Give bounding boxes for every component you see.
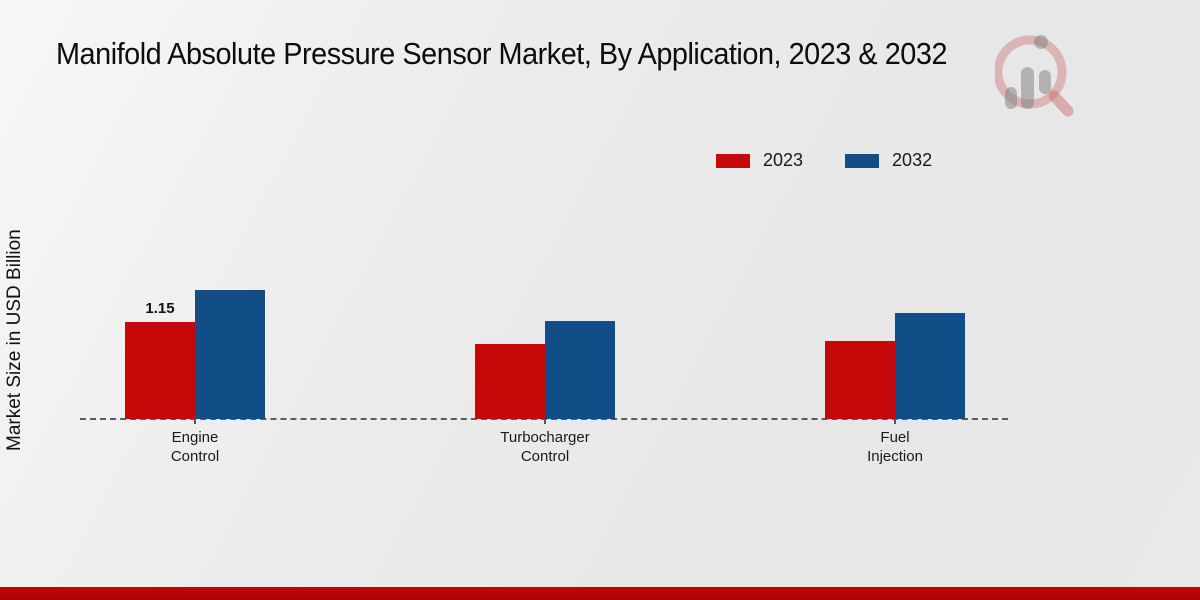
y-axis-label: Market Size in USD Billion [4,229,25,452]
category-tick [544,419,546,424]
legend-item-2023: 2023 [716,150,803,171]
category-tick [894,419,896,424]
footer-accent-bar [0,587,1200,600]
legend-swatch-2023 [716,153,750,168]
bar-2023-turbocharger-control [475,344,545,419]
bar-2032-fuel-injection [895,313,965,419]
magnifier-bar-chart-watermark-icon [995,35,1074,117]
legend-label-2023: 2023 [763,150,804,170]
bar-2023-engine-control [125,322,195,419]
category-tick [194,419,196,424]
legend: 2023 2032 [716,150,932,171]
bar-value-label: 1.15 [145,300,175,317]
legend-swatch-2032 [845,153,880,168]
legend-label-2032: 2032 [892,150,933,170]
category-label: Turbocharger Control [500,429,590,465]
chart-title: Manifold Absolute Pressure Sensor Market… [56,36,948,71]
bar-2032-turbocharger-control [545,321,615,419]
bar-2023-fuel-injection [825,341,895,419]
category-label: Engine Control [170,429,220,465]
legend-item-2032: 2032 [845,150,932,171]
category-label: Fuel Injection [867,429,923,465]
bar-2032-engine-control [195,290,265,419]
